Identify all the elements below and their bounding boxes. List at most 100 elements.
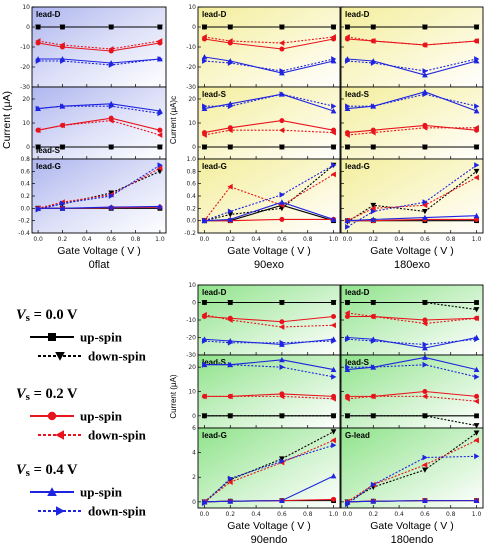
panel-tag: lead-S bbox=[36, 146, 61, 155]
data-point bbox=[330, 322, 336, 329]
series-line bbox=[37, 167, 161, 209]
panel-90exo-lead-S: lead-S 20 10 0 bbox=[188, 86, 341, 160]
series-line bbox=[38, 40, 160, 50]
legend-marker bbox=[55, 430, 64, 440]
series-line bbox=[204, 93, 334, 112]
panel-tag: lead-S bbox=[202, 358, 227, 367]
data-point bbox=[422, 144, 428, 150]
panel-tag: lead-D bbox=[36, 10, 61, 19]
data-point bbox=[331, 496, 337, 502]
data-point bbox=[345, 58, 351, 64]
series-line bbox=[347, 124, 477, 134]
data-point bbox=[157, 56, 163, 62]
x-tick-label: 0.4 bbox=[251, 511, 261, 518]
data-point bbox=[345, 223, 351, 230]
data-point bbox=[279, 191, 285, 198]
data-point bbox=[331, 313, 337, 320]
series-down-spin-vs-0-4-v bbox=[345, 361, 480, 380]
x-axis-label: Gate Voltage ( V ) bbox=[57, 245, 140, 257]
panel-tag: lead-S bbox=[345, 90, 370, 99]
data-point bbox=[473, 437, 479, 444]
series-line bbox=[347, 58, 477, 76]
series-down-spin-vs-0-2-v bbox=[35, 117, 163, 138]
legend-entry-down-spin: down-spin bbox=[38, 428, 147, 443]
y-tick-label: 0.8 bbox=[20, 156, 30, 163]
data-point bbox=[370, 103, 377, 110]
data-point bbox=[473, 168, 480, 175]
data-point bbox=[227, 393, 233, 400]
data-point bbox=[370, 481, 377, 488]
data-point bbox=[35, 58, 41, 64]
data-point bbox=[422, 214, 428, 220]
panel-180exo-lead-S: lead-S bbox=[340, 86, 484, 160]
series-line bbox=[38, 58, 160, 66]
legend-title: Vs = 0.4 V bbox=[16, 462, 78, 479]
data-point bbox=[201, 105, 208, 111]
data-point bbox=[202, 217, 208, 224]
x-tick-label: 0.0 bbox=[343, 236, 353, 243]
panel-0flat-lead-S: lead-S 20 10 0 bbox=[22, 86, 167, 160]
series-down-spin-vs-0-2-v bbox=[35, 38, 163, 52]
data-point bbox=[474, 393, 480, 399]
x-tick-label: 0.0 bbox=[33, 236, 43, 243]
data-point bbox=[108, 24, 115, 30]
data-point bbox=[201, 34, 207, 40]
data-point bbox=[422, 467, 428, 473]
data-point bbox=[370, 393, 376, 400]
series-up-spin-vs-0-4-v bbox=[344, 212, 480, 224]
data-point bbox=[330, 129, 336, 136]
data-point bbox=[279, 319, 285, 325]
x-tick-label: 0.4 bbox=[82, 236, 92, 243]
data-point bbox=[202, 500, 208, 506]
panel-tag: lead-G bbox=[36, 162, 61, 171]
y-tick-label: 0 bbox=[192, 499, 196, 506]
series-down-spin-vs-0-0-v bbox=[344, 413, 480, 429]
data-point bbox=[201, 144, 208, 150]
data-point bbox=[227, 208, 234, 215]
data-point bbox=[279, 364, 285, 371]
series-line bbox=[204, 36, 334, 44]
data-point bbox=[474, 216, 480, 222]
data-point bbox=[330, 24, 337, 30]
series-line bbox=[347, 455, 477, 505]
x-tick-label: 0.2 bbox=[225, 511, 235, 518]
x-axis-label: Gate Voltage ( V ) bbox=[370, 520, 453, 532]
data-point bbox=[330, 429, 337, 435]
series-line bbox=[38, 105, 160, 114]
legend-entry-up-spin: up-spin bbox=[30, 485, 123, 500]
series-line bbox=[204, 164, 334, 222]
legend-marker bbox=[47, 487, 57, 496]
data-point bbox=[108, 62, 115, 68]
x-tick-label: 0.6 bbox=[420, 236, 430, 243]
x-tick-label: 0.8 bbox=[303, 236, 313, 243]
series-down-spin-vs-0-2-v bbox=[344, 393, 479, 405]
series-down-spin-vs-0-2-v bbox=[344, 124, 479, 138]
panel-frame bbox=[340, 427, 484, 509]
data-point bbox=[422, 393, 428, 400]
legend-entry-up-spin: up-spin bbox=[30, 409, 123, 424]
data-point bbox=[370, 202, 377, 209]
y-tick-label: 0.8 bbox=[186, 168, 196, 175]
panel-frame bbox=[197, 158, 341, 234]
data-point bbox=[331, 442, 337, 449]
plot-area: lead-D100-10-20-30lead-S20100lead-G0.80.… bbox=[1, 4, 484, 546]
data-point bbox=[60, 200, 66, 207]
x-tick-label: 1.0 bbox=[155, 236, 165, 243]
panel-background bbox=[341, 7, 483, 87]
y-tick-label: 0 bbox=[192, 300, 196, 307]
data-point bbox=[473, 315, 479, 322]
data-point bbox=[473, 24, 480, 30]
data-point bbox=[227, 60, 234, 66]
data-point bbox=[422, 124, 428, 131]
data-point bbox=[344, 310, 350, 316]
x-tick-label: 0.8 bbox=[446, 511, 456, 518]
series-down-spin-vs-0-4-v bbox=[202, 162, 337, 224]
panel-180endo-lead-S: lead-S bbox=[340, 354, 484, 429]
y-tick-label: 0 bbox=[26, 24, 30, 31]
data-point bbox=[330, 395, 336, 402]
series-down-spin-vs-0-4-v bbox=[35, 162, 163, 213]
panel-180exo-lead-D: lead-D bbox=[340, 6, 484, 88]
panel-background bbox=[341, 428, 483, 508]
data-point bbox=[60, 103, 66, 110]
data-point bbox=[201, 393, 207, 400]
